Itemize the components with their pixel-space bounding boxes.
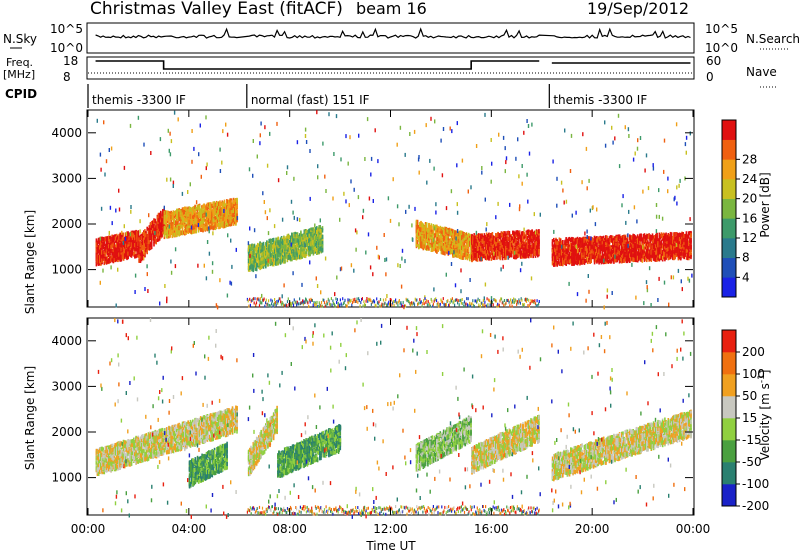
cpid-segment-label: themis -3300 IF <box>553 93 647 107</box>
freq-tick-bottom: 8 <box>63 70 71 84</box>
nsearch-tick-top: 10^5 <box>705 22 738 36</box>
data-cell <box>160 212 162 216</box>
radar-summary-plot: Christmas Valley East (fitACF) beam 16 1… <box>0 0 800 554</box>
data-cell <box>236 198 238 202</box>
freq-trace <box>96 61 691 69</box>
cpid-segment-label: themis -3300 IF <box>92 93 186 107</box>
cpid-segment-label: normal (fast) 151 IF <box>251 93 370 107</box>
nave-tick-bottom: 0 <box>706 70 714 84</box>
data-cell <box>256 267 258 271</box>
data-cell <box>263 242 265 246</box>
data-cell <box>151 245 153 249</box>
freq-tick-top: 18 <box>63 54 78 68</box>
station-title: Christmas Valley East (fitACF) <box>90 0 343 19</box>
data-cell <box>224 200 226 204</box>
data-cell <box>284 259 286 263</box>
freq-unit-label: [MHz] <box>3 68 35 81</box>
date-label: 19/Sep/2012 <box>587 0 689 18</box>
freq-panel <box>87 57 694 79</box>
data-cell <box>322 235 324 239</box>
nsky-tick-bottom: 10^0 <box>50 41 83 55</box>
nsky-trace <box>96 29 691 38</box>
data-cell <box>123 233 125 237</box>
data-cell <box>151 240 153 244</box>
nsearch-label: N.Search <box>746 32 800 46</box>
nave-tick-top: 60 <box>706 54 721 68</box>
data-cell <box>236 205 238 209</box>
nsky-label: N.Sky <box>3 32 37 46</box>
power-panel <box>87 110 694 307</box>
data-cell <box>138 230 140 234</box>
data-cell <box>322 228 324 232</box>
beam-label: beam 16 <box>356 0 427 18</box>
data-cell <box>195 227 197 231</box>
nsky-tick-top: 10^5 <box>50 22 83 36</box>
nave-label: Nave <box>746 65 777 79</box>
cpid-label: CPID <box>5 87 37 101</box>
data-cell <box>426 224 428 228</box>
data-cell <box>182 227 184 231</box>
cpid-row: themis -3300 IF normal (fast) 151 IF themi… <box>88 84 647 108</box>
data-cell <box>322 244 324 248</box>
data-cell <box>322 248 324 252</box>
nsearch-tick-bottom: 10^0 <box>705 41 738 55</box>
